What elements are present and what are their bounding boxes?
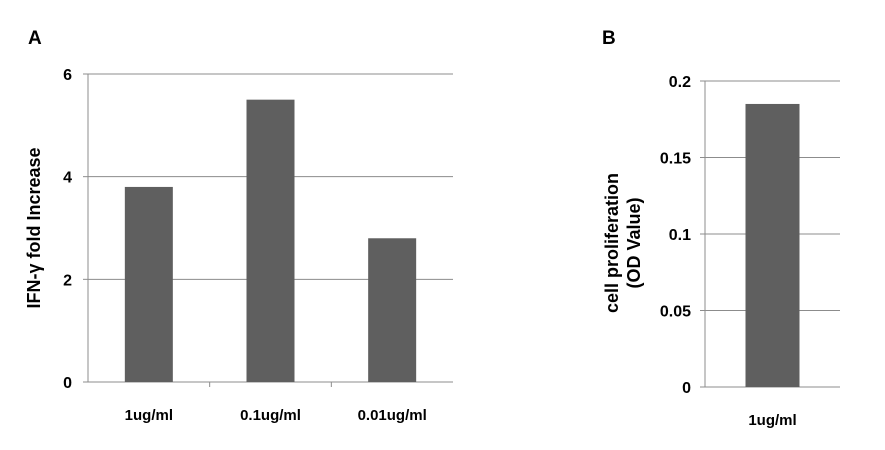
panel-b-y-axis-title: cell proliferation (OD Value) <box>602 173 644 313</box>
panel-b-y-tick-label: 0.15 <box>660 151 691 168</box>
panel-b-y-tick-label: 0.05 <box>660 304 691 321</box>
panel-a-y-tick-label: 6 <box>63 67 72 84</box>
panel-a-bar-1 <box>124 186 173 382</box>
panel-b-y-tick-label: 0.1 <box>669 227 691 244</box>
panel-b-bar-1 <box>745 103 800 387</box>
panel-a-bar-3 <box>368 238 417 382</box>
panel-b-y-axis-title-line-1: cell proliferation <box>602 173 622 313</box>
panel-b-category-label: 1ug/ml <box>748 412 796 429</box>
panel-a-y-tick-label: 0 <box>63 375 72 392</box>
panel-a-category-labels: 1ug/ml 0.1ug/ml 0.01ug/ml <box>125 407 427 424</box>
panel-a-chart: A 0 2 4 6 1ug/ml 0.1ug/ml 0.01ug/ml IFN-γ fol… <box>24 28 453 424</box>
panel-a-bars <box>124 99 417 383</box>
panel-b-y-tick-label: 0 <box>682 380 691 397</box>
panel-a-label: A <box>28 28 42 49</box>
panel-b-category-labels: 1ug/ml <box>748 412 796 429</box>
panel-b-y-tick-labels: 0 0.05 0.1 0.15 0.2 <box>660 74 691 397</box>
panel-a-y-axis-title: IFN-γ fold Increase <box>24 147 44 308</box>
panel-a-y-tick-labels: 0 2 4 6 <box>63 67 72 392</box>
panel-b-label: B <box>602 28 616 49</box>
panel-b-bars <box>745 103 800 387</box>
panel-b-chart: B 0 0.05 0.1 0.15 0.2 1ug/ml cell proliferat… <box>602 28 840 429</box>
panel-a-category-label: 0.01ug/ml <box>358 407 427 424</box>
panel-a-category-label: 1ug/ml <box>125 407 173 424</box>
panel-a-y-tick-label: 2 <box>63 272 72 289</box>
panel-b-y-axis-title-line-2: (OD Value) <box>624 197 644 288</box>
panel-a-bar-2 <box>246 99 295 383</box>
panel-a-y-tick-label: 4 <box>63 170 72 187</box>
panel-b-y-tick-label: 0.2 <box>669 74 691 91</box>
panel-a-category-label: 0.1ug/ml <box>240 407 301 424</box>
